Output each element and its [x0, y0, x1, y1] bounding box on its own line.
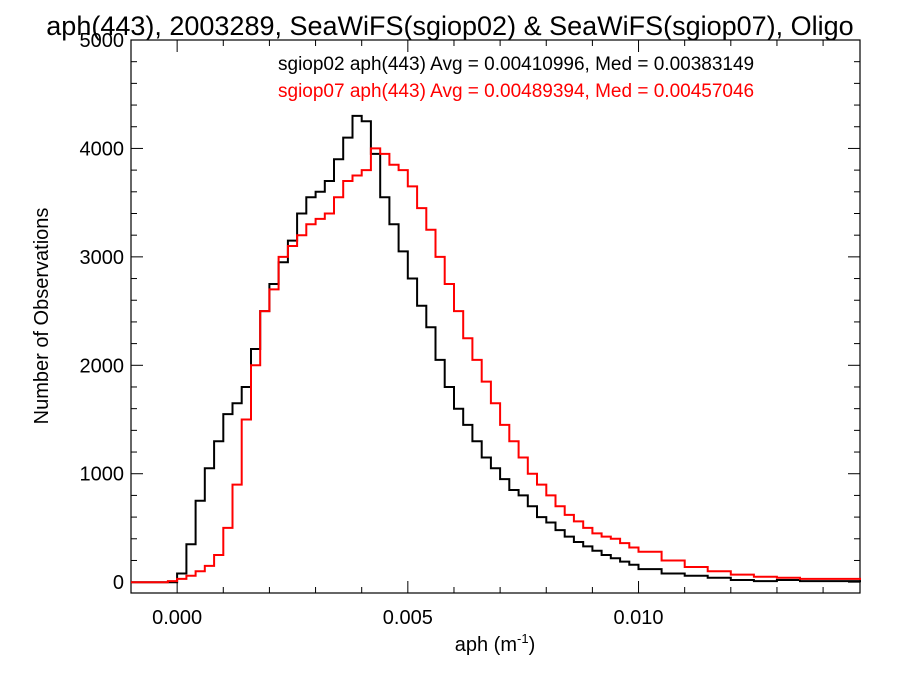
x-tick-label: 0.005	[383, 607, 433, 629]
y-tick-label: 1000	[80, 464, 125, 486]
series-stats-sgiop07: sgiop07 aph(443) Avg = 0.00489394, Med =…	[278, 81, 754, 102]
x-axis-label-main: aph (m	[455, 634, 517, 656]
x-tick-label: 0.000	[152, 607, 202, 629]
chart-title: aph(443), 2003289, SeaWiFS(sgiop02) & Se…	[46, 11, 853, 41]
y-tick-label: 5000	[80, 30, 125, 52]
y-axis-label: Number of Observations	[31, 208, 53, 425]
series-line-sgiop02	[131, 114, 861, 584]
series-line-sgiop07	[131, 147, 861, 584]
x-axis-label: aph (m-1)	[455, 631, 535, 656]
plot-area-border	[130, 39, 861, 594]
y-tick-label: 2000	[80, 355, 125, 377]
y-axis-ticks: 0 1000 2000 3000 4000 5000	[80, 30, 860, 594]
y-tick-label: 4000	[80, 138, 125, 160]
y-tick-label: 0	[113, 572, 124, 594]
x-axis-ticks: 0.000 0.005 0.010	[130, 40, 824, 629]
series-stats-sgiop02: sgiop02 aph(443) Avg = 0.00410996, Med =…	[278, 54, 754, 75]
series-layer	[131, 114, 861, 584]
x-tick-label: 0.010	[614, 607, 664, 629]
y-tick-label: 3000	[80, 247, 125, 269]
plot-frame	[130, 39, 861, 594]
x-axis-label-close: )	[529, 634, 536, 656]
x-axis-label-exponent: -1	[517, 631, 529, 646]
